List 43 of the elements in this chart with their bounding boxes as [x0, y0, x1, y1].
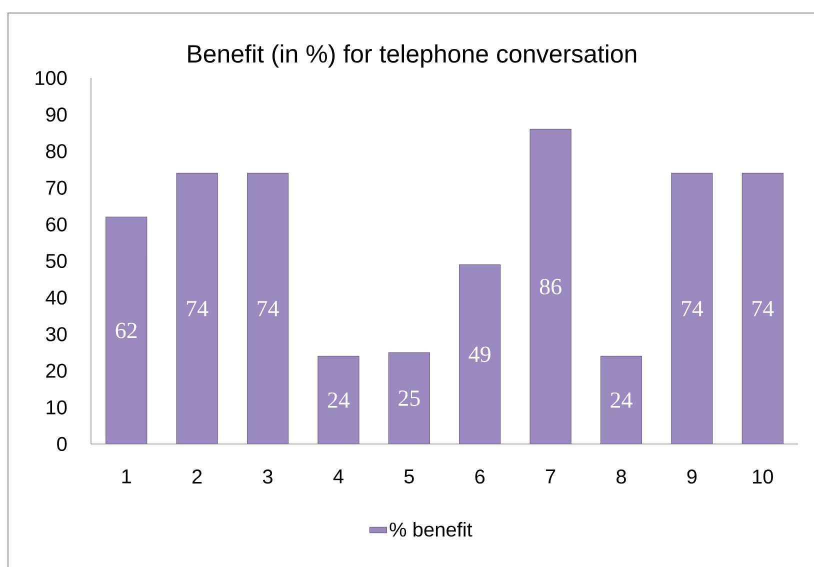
- bar: [459, 264, 501, 444]
- y-tick-label: 40: [46, 290, 67, 305]
- data-label: 86: [540, 278, 562, 294]
- chart-title: Benefit (in %) for telephone conversation: [188, 44, 636, 68]
- bar: [176, 172, 218, 444]
- data-label: 25: [398, 390, 420, 406]
- y-tick-label: 70: [46, 180, 67, 195]
- x-tick-label: 4: [333, 470, 344, 484]
- x-tick-label: 5: [404, 470, 414, 484]
- bar: [106, 216, 148, 444]
- data-label: 74: [187, 300, 208, 316]
- y-tick-label: 90: [46, 108, 67, 122]
- data-label: 49: [468, 346, 490, 362]
- y-tick-label: 10: [46, 400, 67, 414]
- bar: [318, 356, 360, 444]
- bar: [600, 356, 642, 444]
- x-tick-label: 2: [192, 470, 202, 484]
- x-tick-label: 6: [475, 470, 485, 484]
- y-tick-label: 30: [46, 327, 67, 342]
- data-label: 24: [610, 392, 632, 408]
- data-label: 74: [258, 300, 279, 316]
- y-tick-label: 50: [46, 254, 67, 268]
- y-tick-label: 100: [36, 70, 67, 86]
- x-tick-label: 8: [616, 470, 626, 484]
- data-label: 24: [328, 392, 350, 408]
- legend-label: % benefit: [390, 522, 472, 537]
- x-tick-label: 9: [687, 470, 697, 484]
- bar: [530, 128, 572, 444]
- data-label: 62: [116, 322, 137, 338]
- y-tick-label: 0: [57, 436, 67, 452]
- x-tick-label: 7: [546, 470, 556, 484]
- y-tick-label: 80: [46, 144, 67, 158]
- bar: [388, 352, 430, 444]
- x-tick-label: 10: [753, 470, 773, 484]
- x-tick-label: 3: [262, 470, 272, 484]
- y-tick-label: 20: [46, 364, 67, 378]
- data-label: 74: [682, 300, 704, 316]
- bar: [671, 172, 713, 444]
- y-tick-label: 60: [46, 217, 67, 232]
- data-label: 74: [752, 300, 774, 316]
- x-tick-label: 1: [122, 470, 131, 484]
- bar: [246, 172, 289, 444]
- bar: [742, 172, 784, 444]
